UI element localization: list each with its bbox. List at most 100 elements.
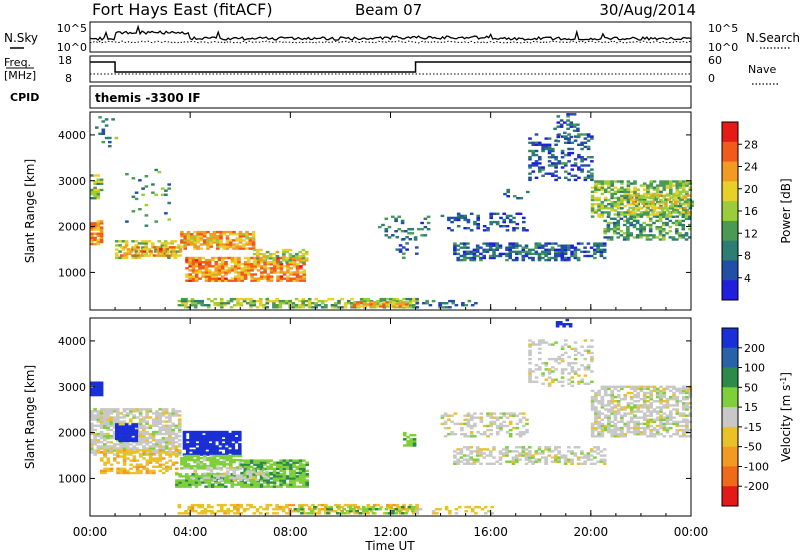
data-cell bbox=[640, 398, 644, 400]
data-cell bbox=[638, 201, 642, 203]
data-cell bbox=[90, 243, 94, 245]
data-cell bbox=[665, 232, 669, 234]
data-cell bbox=[512, 229, 516, 231]
data-cell bbox=[463, 219, 467, 221]
data-cell bbox=[649, 429, 653, 431]
data-cell bbox=[192, 445, 196, 447]
data-cell bbox=[617, 402, 621, 404]
data-cell bbox=[476, 431, 480, 433]
data-cell bbox=[676, 180, 680, 182]
data-cell bbox=[155, 449, 159, 451]
data-cell bbox=[192, 261, 196, 263]
data-cell bbox=[649, 421, 653, 423]
data-cell bbox=[653, 433, 657, 435]
data-cell bbox=[676, 215, 680, 217]
data-cell bbox=[113, 418, 117, 420]
data-cell bbox=[195, 473, 199, 475]
data-cell bbox=[685, 392, 689, 394]
data-cell bbox=[646, 386, 650, 388]
data-cell bbox=[577, 456, 581, 458]
data-cell bbox=[308, 302, 312, 304]
data-cell bbox=[516, 423, 520, 425]
data-cell bbox=[535, 452, 539, 454]
data-cell bbox=[663, 394, 667, 396]
data-cell bbox=[616, 220, 620, 222]
data-cell bbox=[260, 271, 264, 273]
data-cell bbox=[209, 239, 213, 241]
data-cell bbox=[172, 451, 176, 453]
data-cell bbox=[512, 427, 516, 429]
data-cell bbox=[489, 215, 493, 217]
data-cell bbox=[620, 199, 624, 201]
data-cell bbox=[651, 205, 655, 207]
data-cell bbox=[467, 415, 471, 417]
data-cell bbox=[183, 233, 187, 235]
data-cell bbox=[223, 302, 227, 304]
data-cell bbox=[183, 431, 187, 433]
data-cell bbox=[208, 275, 212, 277]
data-cell bbox=[292, 255, 296, 257]
data-cell bbox=[522, 217, 526, 219]
data-cell bbox=[594, 187, 598, 189]
data-cell bbox=[250, 481, 254, 483]
data-cell bbox=[171, 437, 175, 439]
data-cell bbox=[548, 257, 552, 259]
data-cell bbox=[201, 275, 205, 277]
data-cell bbox=[113, 447, 117, 449]
data-cell bbox=[283, 475, 287, 477]
data-cell bbox=[648, 201, 652, 203]
data-cell bbox=[273, 470, 277, 472]
data-cell bbox=[466, 253, 470, 255]
data-cell bbox=[159, 248, 163, 250]
data-cell bbox=[122, 434, 126, 436]
data-cell bbox=[571, 175, 575, 177]
data-cell bbox=[270, 459, 274, 461]
data-cell bbox=[671, 205, 675, 207]
data-cell bbox=[675, 222, 679, 224]
data-cell bbox=[482, 249, 486, 251]
data-cell bbox=[223, 473, 227, 475]
data-cell bbox=[456, 253, 460, 255]
data-cell bbox=[196, 431, 200, 433]
data-cell bbox=[467, 221, 471, 223]
data-cell bbox=[228, 441, 232, 443]
data-cell bbox=[116, 462, 120, 464]
data-cell bbox=[113, 416, 117, 418]
data-cell bbox=[490, 506, 494, 508]
data-cell bbox=[90, 412, 94, 414]
data-cell bbox=[653, 386, 657, 388]
data-cell bbox=[259, 253, 263, 255]
data-cell bbox=[471, 304, 475, 306]
data-cell bbox=[640, 388, 644, 390]
data-cell bbox=[110, 470, 114, 472]
data-cell bbox=[601, 431, 605, 433]
data-cell bbox=[574, 446, 578, 448]
data-cell bbox=[93, 418, 97, 420]
data-cell bbox=[569, 325, 573, 327]
data-cell bbox=[299, 466, 303, 468]
data-cell bbox=[372, 506, 376, 508]
noise-panel: N.Sky 10^5 10^0 10^5 10^0 N.Search bbox=[4, 22, 800, 54]
data-cell bbox=[532, 381, 536, 383]
data-cell bbox=[425, 302, 429, 304]
data-cell bbox=[90, 425, 94, 427]
data-cell bbox=[98, 133, 102, 135]
data-cell bbox=[486, 229, 490, 231]
data-cell bbox=[321, 508, 325, 510]
data-cell bbox=[270, 486, 274, 488]
data-cell bbox=[587, 170, 591, 172]
data-cell bbox=[146, 462, 150, 464]
data-cell bbox=[492, 463, 496, 465]
data-cell bbox=[132, 196, 136, 198]
data-cell bbox=[469, 452, 473, 454]
data-cell bbox=[614, 404, 618, 406]
data-cell bbox=[149, 470, 153, 472]
data-cell bbox=[155, 466, 159, 468]
data-cell bbox=[90, 382, 94, 384]
data-cell bbox=[607, 207, 611, 209]
data-cell bbox=[571, 376, 575, 378]
data-cell bbox=[396, 248, 400, 250]
data-cell bbox=[528, 352, 532, 354]
data-cell bbox=[469, 459, 473, 461]
data-cell bbox=[633, 187, 637, 189]
